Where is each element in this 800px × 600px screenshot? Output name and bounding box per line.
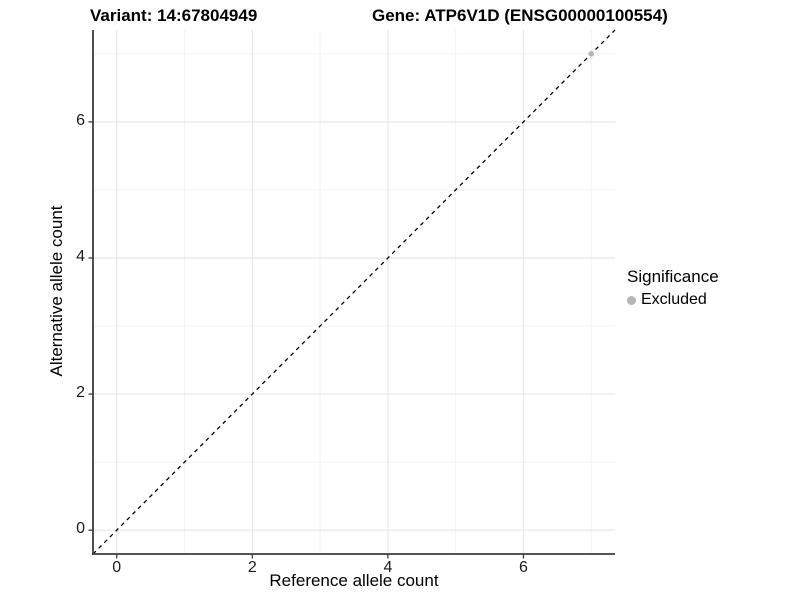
legend-point-icon	[627, 295, 636, 305]
y-axis-title: Alternative allele count	[47, 205, 66, 377]
legend-items: Excluded	[627, 291, 719, 309]
x-tick-label: 4	[383, 559, 393, 576]
gene-title: Gene: ATP6V1D (ENSG00000100554)	[372, 6, 668, 25]
y-tick-label: 2	[76, 384, 85, 402]
x-axis-title: Reference allele count	[269, 571, 439, 590]
legend: Significance Excluded	[627, 267, 719, 309]
legend-item: Excluded	[627, 291, 719, 309]
x-tick-label: 0	[112, 559, 122, 576]
y-tick-label: 4	[76, 247, 85, 265]
variant-title: Variant: 14:67804949	[90, 6, 258, 25]
legend-title: Significance	[627, 267, 719, 286]
x-tick-label: 6	[519, 559, 528, 576]
y-tick-label: 0	[76, 520, 85, 538]
legend-item-label: Excluded	[641, 291, 707, 308]
identity-dashed-line	[92, 29, 616, 555]
y-tick-label: 6	[76, 111, 85, 129]
x-tick-label: 2	[247, 559, 257, 576]
data-point	[588, 51, 595, 57]
